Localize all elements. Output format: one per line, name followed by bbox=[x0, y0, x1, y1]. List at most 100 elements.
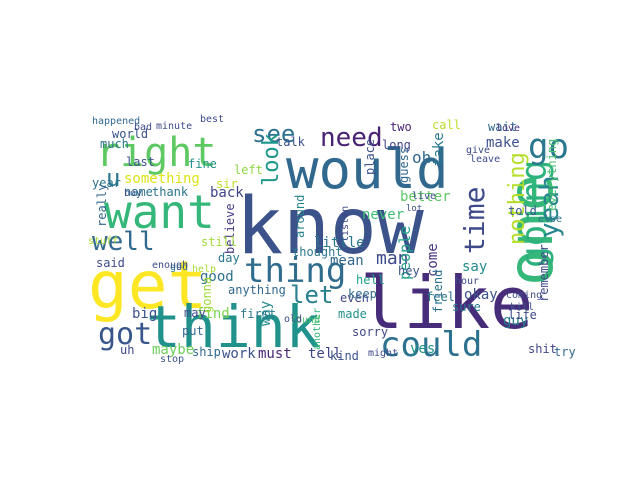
word-another: another bbox=[312, 308, 323, 350]
word-give: give bbox=[466, 145, 490, 156]
word-happened: happened bbox=[92, 116, 140, 127]
word-gonna: gonna bbox=[200, 277, 214, 313]
word-know: know bbox=[236, 182, 424, 272]
word-sure: sure bbox=[452, 300, 481, 314]
word-guy: guy bbox=[503, 313, 528, 329]
cloud-canvas bbox=[74, 118, 574, 370]
word-much: much bbox=[100, 137, 129, 151]
word-friend: friend bbox=[431, 270, 445, 313]
word-mean: mean bbox=[330, 253, 364, 269]
word-leave: leave bbox=[470, 154, 500, 165]
word-might: might bbox=[368, 348, 398, 359]
word-day: day bbox=[218, 251, 240, 265]
word-guess: guess bbox=[397, 147, 411, 183]
word-first: first bbox=[240, 307, 276, 321]
word-well: well bbox=[92, 227, 155, 257]
word-fine: fine bbox=[188, 157, 217, 171]
word-see: see bbox=[252, 120, 295, 148]
word-two: two bbox=[390, 120, 412, 134]
word-everything: everything bbox=[545, 139, 559, 211]
word-said: said bbox=[96, 256, 125, 270]
word-year: year bbox=[92, 176, 121, 190]
word-life: life bbox=[508, 308, 537, 322]
word-yeah: yeah bbox=[535, 175, 565, 238]
word-world: world bbox=[112, 127, 148, 141]
word-want: want bbox=[104, 185, 215, 239]
word-old: old bbox=[284, 314, 302, 325]
word-say: say bbox=[462, 259, 487, 275]
word-tell: tell bbox=[308, 346, 342, 362]
word-still: still bbox=[201, 235, 237, 249]
word-keep: keep bbox=[348, 287, 377, 301]
word-put: put bbox=[182, 324, 204, 338]
word-go: go bbox=[528, 127, 569, 167]
word-would: would bbox=[286, 138, 449, 201]
word-stop: stop bbox=[160, 354, 184, 365]
word-lot: lot bbox=[406, 204, 422, 214]
word-think: think bbox=[146, 293, 321, 361]
word-listen: listen bbox=[340, 206, 351, 242]
word-around: around bbox=[293, 195, 307, 238]
word-name: name bbox=[124, 185, 153, 199]
word-told: told bbox=[508, 204, 537, 218]
word-last: last bbox=[126, 155, 155, 169]
word-must: must bbox=[258, 346, 292, 362]
word-shit: shit bbox=[528, 342, 557, 356]
word-else: else bbox=[538, 214, 562, 225]
word-could: could bbox=[380, 325, 482, 365]
word-made: made bbox=[338, 307, 367, 321]
word-thing: thing bbox=[244, 251, 346, 291]
word-hour: hour bbox=[455, 276, 479, 287]
word-coming: coming bbox=[506, 290, 542, 301]
word-nothing: nothing bbox=[505, 152, 530, 245]
word-u: u bbox=[106, 164, 120, 192]
word-look: look bbox=[259, 133, 284, 186]
word-back: back bbox=[210, 185, 244, 201]
word-remember: remember bbox=[537, 244, 551, 302]
word-hell: hell bbox=[356, 273, 385, 287]
word-uh: uh bbox=[120, 343, 134, 357]
word-never: never bbox=[362, 207, 404, 223]
word-got: got bbox=[98, 317, 152, 352]
word-boy: boy bbox=[124, 188, 142, 199]
word-long: long bbox=[382, 138, 411, 152]
word-found: found bbox=[290, 315, 320, 326]
word-really: really bbox=[95, 184, 109, 227]
word-find: find bbox=[196, 306, 230, 322]
word-let: let bbox=[290, 281, 333, 309]
word-best: best bbox=[200, 114, 224, 125]
word-right: right bbox=[96, 130, 216, 176]
word-better: better bbox=[400, 189, 451, 205]
word-enough: enough bbox=[152, 260, 188, 271]
word-love: love bbox=[496, 123, 520, 134]
word-make: make bbox=[486, 135, 520, 151]
word-group: knowlikegetthinkonewouldwantrightgoinggo… bbox=[88, 114, 576, 365]
word-try: try bbox=[554, 345, 576, 359]
word-help: help bbox=[192, 264, 216, 275]
word-oh: oh bbox=[412, 148, 431, 167]
word-like: like bbox=[360, 261, 533, 345]
word-maybe: maybe bbox=[152, 342, 194, 358]
word-call: call bbox=[432, 118, 461, 132]
word-going: going bbox=[514, 160, 555, 268]
word-sir: sir bbox=[216, 177, 238, 191]
word-believe: believe bbox=[223, 203, 237, 254]
word-kill: kill bbox=[510, 302, 534, 313]
word-ship: ship bbox=[192, 345, 221, 359]
word-talk: talk bbox=[276, 135, 306, 149]
word-thank: thank bbox=[152, 185, 189, 199]
word-little: little bbox=[314, 235, 365, 251]
word-good: good bbox=[200, 269, 234, 285]
word-one: one bbox=[494, 174, 567, 286]
word-kind: kind bbox=[330, 349, 359, 363]
word-bad: bad bbox=[134, 122, 152, 133]
word-minute: minute bbox=[156, 121, 192, 132]
word-god: god bbox=[170, 262, 188, 273]
word-big: big bbox=[132, 306, 157, 322]
word-sorry: sorry bbox=[352, 325, 388, 339]
word-man: man bbox=[376, 248, 409, 269]
word-yes: yes bbox=[410, 341, 435, 357]
word-wait: wait bbox=[488, 120, 517, 134]
word-need: need bbox=[320, 123, 383, 153]
